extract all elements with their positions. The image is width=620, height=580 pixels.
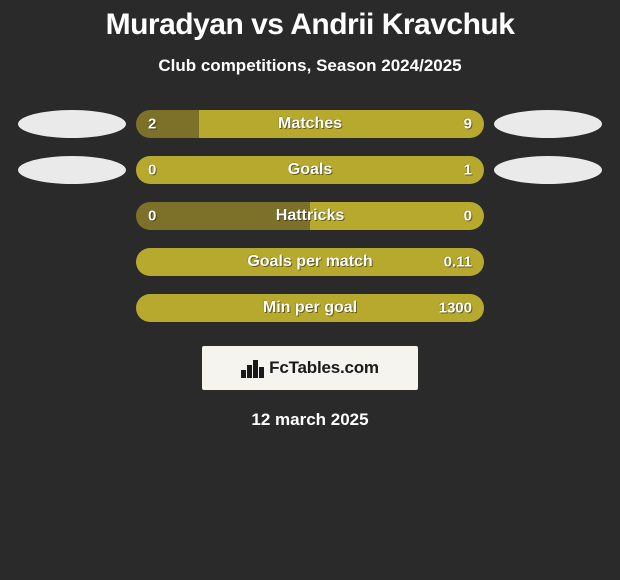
stat-value-right: 0.11 [444,254,472,271]
stat-row: 0 0 Hattricks [8,202,612,230]
right-avatar-slot [484,110,612,138]
stat-row: 0 1 Goals [8,156,612,184]
player-avatar-right [494,110,602,138]
brand-badge: FcTables.com [202,346,418,390]
stat-value-left: 0 [148,208,156,225]
stat-value-left: 0 [148,162,156,179]
left-avatar-slot [8,110,136,138]
page-title: Muradyan vs Andrii Kravchuk [0,8,620,42]
stat-label: Goals [288,161,332,179]
stat-bar: 1300 Min per goal [136,294,484,322]
right-avatar-slot [484,156,612,184]
stat-bar: 0 1 Goals [136,156,484,184]
brand-label: FcTables.com [269,358,379,378]
stat-rows: 2 9 Matches 0 1 Goals 0 0 Hattricks 0.11 Goals per… [0,110,620,322]
left-avatar-slot [8,202,136,230]
stat-bar: 0.11 Goals per match [136,248,484,276]
stat-bar: 0 0 Hattricks [136,202,484,230]
stat-label: Matches [278,115,342,133]
stat-value-right: 1 [464,162,472,179]
stat-label: Min per goal [263,299,357,317]
left-avatar-slot [8,294,136,322]
right-avatar-slot [484,202,612,230]
comparison-infographic: Muradyan vs Andrii Kravchuk Club competi… [0,0,620,430]
left-avatar-slot [8,248,136,276]
right-avatar-slot [484,294,612,322]
brand-bars-icon [241,358,263,378]
player-avatar-left [18,156,126,184]
stat-row: 1300 Min per goal [8,294,612,322]
left-avatar-slot [8,156,136,184]
stat-row: 2 9 Matches [8,110,612,138]
stat-value-right: 0 [464,208,472,225]
stat-bar-left-segment [136,110,199,138]
player-avatar-right [494,156,602,184]
stat-value-right: 9 [464,116,472,133]
stat-value-right: 1300 [439,300,472,317]
stat-label: Goals per match [247,253,372,271]
stat-value-left: 2 [148,116,156,133]
subtitle: Club competitions, Season 2024/2025 [0,56,620,76]
date-label: 12 march 2025 [0,410,620,430]
stat-bar: 2 9 Matches [136,110,484,138]
right-avatar-slot [484,248,612,276]
player-avatar-left [18,110,126,138]
stat-label: Hattricks [276,207,344,225]
stat-row: 0.11 Goals per match [8,248,612,276]
